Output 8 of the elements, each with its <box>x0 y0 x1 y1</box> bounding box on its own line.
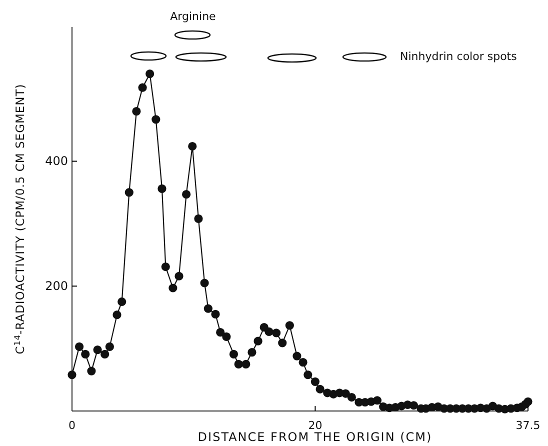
x-tick-label: 37.5 <box>516 419 540 432</box>
x-tick-label: 0 <box>68 419 76 432</box>
x-axis-title: DISTANCE FROM THE ORIGIN (CM) <box>198 430 432 444</box>
y-tick-label: 400 <box>45 154 68 168</box>
y-tick-label: 200 <box>45 278 68 293</box>
text: Arginine <box>170 10 216 23</box>
annotation: Ninhydrin color spots <box>400 50 518 63</box>
x-tick-label: 20 <box>308 419 322 432</box>
